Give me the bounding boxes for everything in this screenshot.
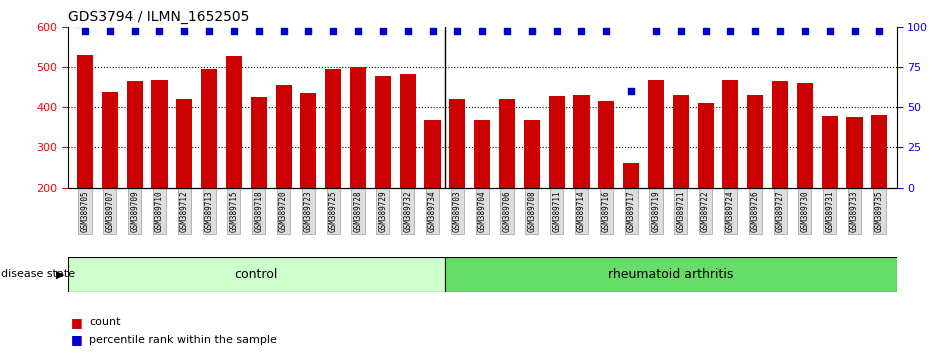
Bar xyxy=(797,83,813,188)
Point xyxy=(276,29,291,34)
Bar xyxy=(68,257,445,292)
Point xyxy=(673,29,688,34)
Bar xyxy=(698,103,714,188)
Bar xyxy=(400,74,416,188)
Text: control: control xyxy=(235,268,278,281)
Point xyxy=(649,29,664,34)
Text: percentile rank within the sample: percentile rank within the sample xyxy=(89,335,277,345)
Bar xyxy=(375,76,391,188)
Text: disease state: disease state xyxy=(1,269,75,279)
Point xyxy=(450,29,465,34)
Bar xyxy=(722,80,738,188)
Bar xyxy=(424,120,440,188)
Point xyxy=(823,29,838,34)
Point xyxy=(623,88,639,94)
Point xyxy=(524,29,539,34)
Point xyxy=(400,29,415,34)
Text: ▶: ▶ xyxy=(56,269,65,279)
Point xyxy=(797,29,812,34)
Text: ■: ■ xyxy=(70,316,83,329)
Bar xyxy=(747,95,763,188)
Point xyxy=(102,29,117,34)
Point xyxy=(300,29,316,34)
Point xyxy=(871,29,886,34)
Point xyxy=(425,29,440,34)
Bar xyxy=(251,97,267,188)
Bar xyxy=(822,116,838,188)
Point xyxy=(549,29,564,34)
Bar xyxy=(524,120,540,188)
Point xyxy=(574,29,589,34)
Point xyxy=(475,29,490,34)
Bar xyxy=(201,69,217,188)
Point xyxy=(723,29,738,34)
Bar xyxy=(325,69,341,188)
Point xyxy=(252,29,267,34)
Point xyxy=(376,29,391,34)
Bar xyxy=(127,81,143,188)
Bar xyxy=(623,162,639,188)
Bar xyxy=(499,99,516,188)
Bar xyxy=(648,80,664,188)
Bar xyxy=(871,115,887,188)
Point xyxy=(773,29,788,34)
Bar xyxy=(350,67,366,188)
Point xyxy=(847,29,862,34)
Bar xyxy=(672,95,689,188)
Bar xyxy=(226,56,242,188)
Point xyxy=(152,29,167,34)
Text: count: count xyxy=(89,317,121,327)
Bar xyxy=(846,117,863,188)
Point xyxy=(202,29,217,34)
Bar xyxy=(445,257,897,292)
Point xyxy=(350,29,365,34)
Bar xyxy=(275,85,292,188)
Bar xyxy=(548,96,564,188)
Point xyxy=(127,29,142,34)
Point xyxy=(326,29,341,34)
Bar xyxy=(300,93,316,188)
Bar xyxy=(574,95,590,188)
Bar xyxy=(598,101,614,188)
Text: GDS3794 / ILMN_1652505: GDS3794 / ILMN_1652505 xyxy=(68,10,249,24)
Point xyxy=(698,29,713,34)
Bar xyxy=(101,92,118,188)
Point xyxy=(599,29,614,34)
Bar xyxy=(474,120,490,188)
Text: ■: ■ xyxy=(70,333,83,346)
Bar xyxy=(177,99,192,188)
Point xyxy=(226,29,241,34)
Bar xyxy=(772,81,788,188)
Bar xyxy=(151,80,167,188)
Point xyxy=(500,29,515,34)
Bar xyxy=(449,99,466,188)
Point xyxy=(747,29,762,34)
Text: rheumatoid arthritis: rheumatoid arthritis xyxy=(608,268,733,281)
Point xyxy=(177,29,192,34)
Point xyxy=(78,29,93,34)
Bar xyxy=(77,55,93,188)
